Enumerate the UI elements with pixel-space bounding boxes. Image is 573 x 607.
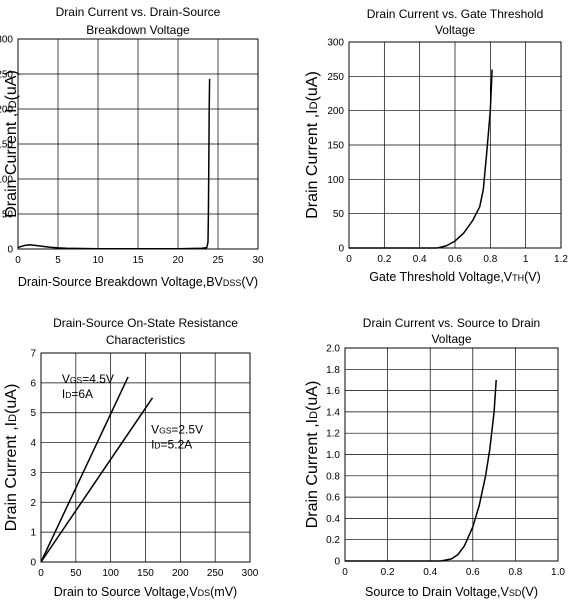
x-tick-label: 25 bbox=[212, 255, 224, 266]
chart-2: Drain Current vs. Gate Threshold Voltage 0… bbox=[304, 7, 568, 284]
y-tick-label: 300 bbox=[0, 35, 13, 46]
y-tick-label: 0 bbox=[338, 244, 344, 255]
y-axis-label: Drain Current ,ID(uA) bbox=[304, 381, 321, 529]
series-line-1 bbox=[40, 376, 129, 563]
y-tick-label: 0 bbox=[7, 245, 13, 256]
y-tick-label: 200 bbox=[327, 106, 344, 117]
x-tick-label: 0.8 bbox=[508, 567, 522, 578]
chart-title-line: Characteristics bbox=[106, 333, 185, 347]
y-axis-label: Drain Current ,ID(uA) bbox=[304, 71, 321, 219]
y-tick-label: 100 bbox=[327, 175, 344, 186]
x-tick-label: 250 bbox=[207, 568, 224, 579]
x-tick-label: 1.2 bbox=[554, 254, 568, 265]
x-tick-label: 10 bbox=[92, 255, 104, 266]
x-tick-label: 0.4 bbox=[413, 254, 427, 265]
y-tick-label: 0.6 bbox=[326, 493, 340, 504]
x-tick-label: 0 bbox=[346, 254, 352, 265]
y-tick-label: 50 bbox=[2, 210, 14, 221]
x-axis-label: Source to Drain Voltage,VSD(V) bbox=[365, 585, 538, 599]
x-tick-label: 200 bbox=[172, 568, 189, 579]
x-tick-label: 0 bbox=[15, 255, 21, 266]
y-tick-label: 150 bbox=[327, 141, 344, 152]
chart-title-line: Breakdown Voltage bbox=[86, 23, 190, 37]
y-tick-label: 1 bbox=[30, 528, 36, 539]
annotation-label: ID=5.2A bbox=[151, 438, 192, 452]
annotation-label: ID=6A bbox=[62, 387, 93, 401]
chart-title-line: Drain Current vs. Source to Drain bbox=[363, 316, 540, 330]
series-line-1 bbox=[349, 69, 493, 249]
x-tick-label: 0 bbox=[342, 567, 348, 578]
y-tick-label: 1.4 bbox=[326, 407, 340, 418]
x-tick-label: 15 bbox=[132, 255, 144, 266]
annotation-label: VGS=4.5V bbox=[62, 372, 114, 386]
x-tick-label: 0.2 bbox=[381, 567, 395, 578]
y-tick-label: 0 bbox=[334, 557, 340, 568]
y-tick-label: 1.0 bbox=[326, 450, 340, 461]
y-tick-label: 0.2 bbox=[326, 535, 340, 546]
x-tick-label: 0.2 bbox=[377, 254, 391, 265]
y-tick-label: 0.8 bbox=[326, 471, 340, 482]
chart-title-line: Drain Current vs. Gate Threshold bbox=[367, 7, 544, 21]
x-tick-label: 100 bbox=[102, 568, 119, 579]
chart-4: Drain Current vs. Source to Drain Voltage… bbox=[304, 316, 565, 599]
y-tick-label: 6 bbox=[30, 378, 36, 389]
annotation-label: VGS=2.5V bbox=[151, 423, 203, 437]
series-line-1 bbox=[345, 379, 497, 562]
y-tick-label: 100 bbox=[0, 175, 13, 186]
y-tick-label: 250 bbox=[327, 72, 344, 83]
x-axis-label: Drain-Source Breakdown Voltage,BVDSS(V) bbox=[18, 275, 258, 289]
chart-title-line: Drain-Source On-State Resistance bbox=[53, 316, 238, 330]
y-axis-label: Drain Current ,ID(uA) bbox=[3, 384, 20, 532]
y-tick-label: 1.2 bbox=[326, 429, 340, 440]
x-tick-label: 0.6 bbox=[466, 567, 480, 578]
y-tick-label: 2 bbox=[30, 498, 36, 509]
x-tick-label: 150 bbox=[137, 568, 154, 579]
y-tick-label: 250 bbox=[0, 70, 13, 81]
y-tick-label: 200 bbox=[0, 105, 13, 116]
plot-frame bbox=[40, 352, 251, 563]
plot-frame bbox=[344, 347, 559, 562]
y-tick-label: 4 bbox=[30, 438, 36, 449]
y-tick-label: 300 bbox=[327, 38, 344, 49]
series-line-1 bbox=[17, 78, 211, 250]
x-tick-label: 0 bbox=[38, 568, 44, 579]
x-tick-label: 1.0 bbox=[551, 567, 565, 578]
chart-3: Drain-Source On-State Resistance Characte… bbox=[3, 316, 259, 599]
x-tick-label: 50 bbox=[70, 568, 82, 579]
y-tick-label: 2.0 bbox=[326, 344, 340, 355]
y-tick-label: 0 bbox=[30, 558, 36, 569]
x-axis-label: Drain to Source Voltage,VDS(mV) bbox=[54, 585, 237, 599]
x-axis-label: Gate Threshold Voltage,VTH(V) bbox=[369, 270, 541, 284]
x-tick-label: 30 bbox=[252, 255, 264, 266]
x-tick-label: 20 bbox=[172, 255, 184, 266]
chart-title-line: Voltage bbox=[431, 332, 471, 346]
series-line-2 bbox=[40, 397, 154, 563]
y-tick-label: 3 bbox=[30, 468, 36, 479]
y-tick-label: 7 bbox=[30, 349, 36, 360]
y-axis-label: Drain Current ,ID(uA) bbox=[3, 70, 20, 218]
y-tick-label: 0.4 bbox=[326, 514, 340, 525]
x-tick-label: 0.6 bbox=[448, 254, 462, 265]
y-tick-label: 1.8 bbox=[326, 365, 340, 376]
y-tick-label: 150 bbox=[0, 140, 13, 151]
x-tick-label: 1 bbox=[523, 254, 529, 265]
x-tick-label: 0.4 bbox=[423, 567, 437, 578]
y-tick-label: 1.6 bbox=[326, 386, 340, 397]
plot-frame bbox=[348, 41, 562, 249]
chart-title-line: Drain Current vs. Drain-Source bbox=[56, 5, 221, 19]
x-tick-label: 300 bbox=[242, 568, 259, 579]
x-tick-label: 0.8 bbox=[483, 254, 497, 265]
y-tick-label: 50 bbox=[333, 209, 345, 220]
y-tick-label: 5 bbox=[30, 408, 36, 419]
chart-1: Drain Current vs. Drain-Source Breakdown … bbox=[0, 5, 264, 289]
x-tick-label: 5 bbox=[55, 255, 61, 266]
chart-title-line: Voltage bbox=[435, 23, 475, 37]
